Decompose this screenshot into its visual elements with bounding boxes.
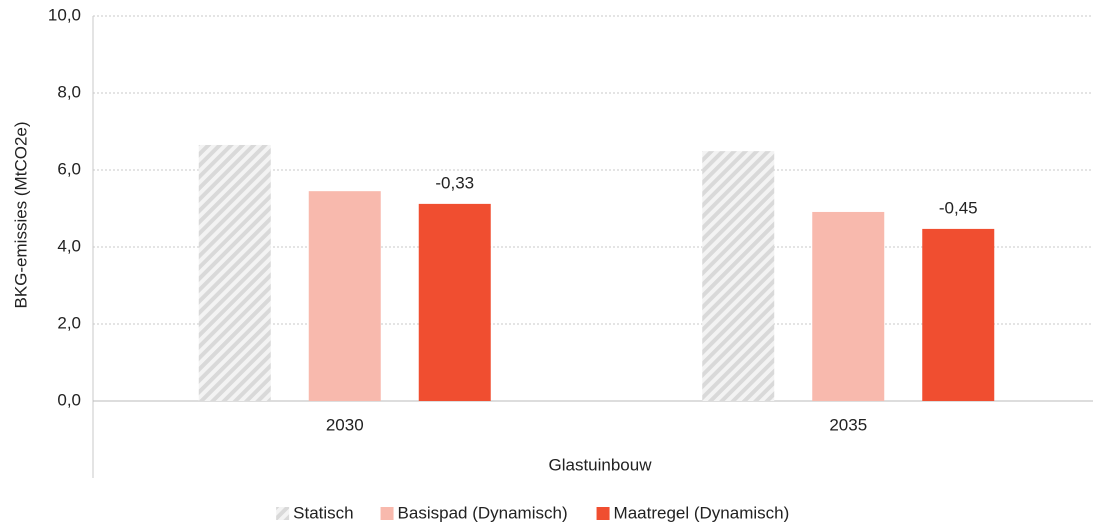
legend-label: Statisch [293, 503, 353, 522]
x-tick-label: 2035 [829, 415, 867, 434]
x-axis-title: Glastuinbouw [548, 455, 652, 474]
y-tick-label: 2,0 [57, 313, 81, 332]
y-tick-label: 8,0 [57, 82, 81, 101]
bar [702, 151, 775, 401]
annotation: -0,33 [435, 173, 474, 192]
y-tick-label: 10,0 [48, 5, 81, 24]
bar [812, 211, 885, 401]
legend-swatch [380, 507, 394, 520]
bar [198, 144, 271, 401]
bar [418, 203, 491, 401]
legend-swatch [596, 507, 610, 520]
y-tick-label: 6,0 [57, 159, 81, 178]
legend-swatch [276, 507, 290, 520]
legend-label: Maatregel (Dynamisch) [614, 503, 790, 522]
annotation: -0,45 [939, 198, 978, 217]
legend-label: Basispad (Dynamisch) [398, 503, 568, 522]
x-tick-label: 2030 [326, 415, 364, 434]
y-axis-title: BKG-emissies (MtCO2e) [11, 121, 30, 308]
bar [922, 228, 995, 401]
y-tick-label: 4,0 [57, 236, 81, 255]
bar [308, 191, 381, 401]
y-tick-label: 0,0 [57, 390, 81, 409]
